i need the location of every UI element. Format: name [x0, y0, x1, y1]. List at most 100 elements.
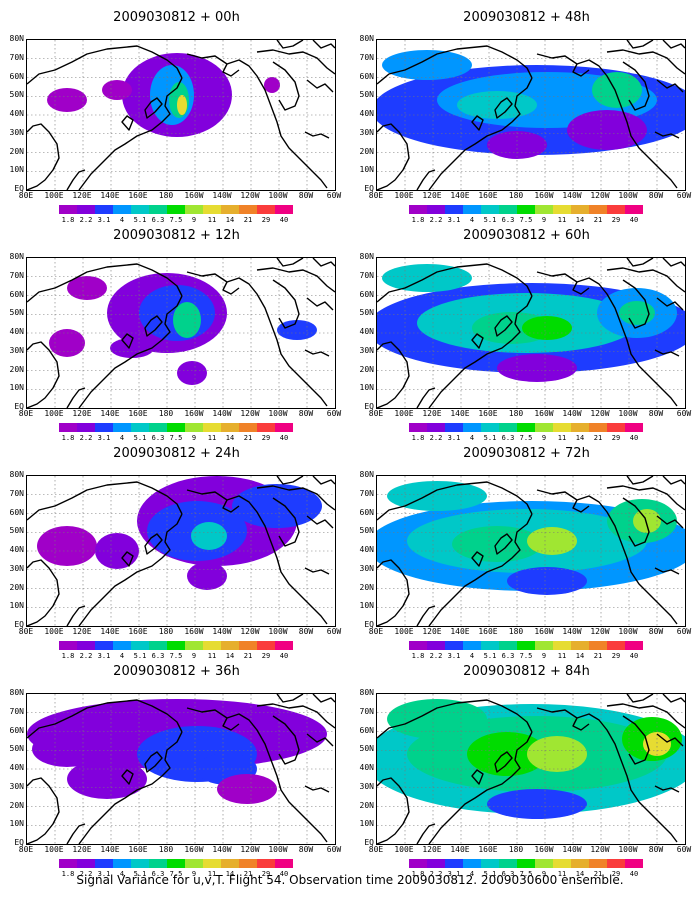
colorbar-label: 7.5 — [169, 870, 183, 878]
latitude-label: 40N — [359, 327, 374, 336]
map-panel: 2009030812 + 72h 80N 70N 60N 50N 40N 30N 20N 10… — [354, 446, 699, 664]
colorbar-swatch — [149, 641, 167, 650]
colorbar-label: 9 — [191, 216, 197, 224]
colorbar-label: 6.3 — [501, 870, 515, 878]
colorbar-label: 1.8 — [61, 652, 75, 660]
longitude-label: 80E — [18, 191, 34, 200]
colorbar-label: 2.2 — [79, 434, 93, 442]
longitude-label: 140W — [562, 627, 582, 636]
colorbar-swatch — [607, 205, 625, 214]
longitude-label: 60W — [676, 409, 692, 418]
map-canvas — [27, 476, 335, 626]
colorbar-label: 3.1 — [447, 652, 461, 660]
latitude-label: 10N — [9, 383, 24, 393]
colorbar-label: 4 — [469, 434, 475, 442]
longitude-label: 80W — [298, 845, 314, 854]
colorbar-swatch — [113, 641, 131, 650]
colorbar-swatch — [113, 205, 131, 214]
latitude-label: 10N — [359, 165, 374, 175]
longitude-label: 60W — [676, 191, 692, 200]
colorbar-label: 2.2 — [79, 216, 93, 224]
colorbar — [59, 859, 293, 868]
longitude-label: 140E — [100, 409, 120, 418]
colorbar-label: 29 — [261, 870, 271, 878]
colorbar-swatch — [257, 641, 275, 650]
colorbar-label: 11 — [207, 870, 217, 878]
longitude-label: 100W — [268, 409, 288, 418]
colorbar-swatch — [427, 423, 445, 432]
longitude-label: 120W — [590, 409, 610, 418]
longitude-label: 160E — [478, 191, 498, 200]
colorbar-swatch — [95, 641, 113, 650]
longitude-label: 140E — [100, 845, 120, 854]
colorbar-label: 1.8 — [411, 652, 425, 660]
latitude-label: EQ — [364, 838, 374, 847]
longitude-label: 120E — [72, 627, 92, 636]
longitude-label: 180 — [508, 627, 524, 636]
colorbar-swatch — [185, 859, 203, 868]
latitude-label: 30N — [9, 345, 24, 355]
longitude-label: 160E — [128, 409, 148, 418]
colorbar-label: 5.1 — [483, 216, 497, 224]
longitude-label: 160W — [534, 191, 554, 200]
longitude-label: 160E — [128, 191, 148, 200]
variance-contour — [32, 731, 102, 767]
colorbar-label: 21 — [243, 434, 253, 442]
colorbar-label: 40 — [279, 434, 289, 442]
colorbar-label: 4 — [119, 216, 125, 224]
latitude-label: EQ — [14, 620, 24, 629]
colorbar-label: 14 — [225, 652, 235, 660]
longitude-label: 100E — [394, 191, 414, 200]
colorbar-label: 3.1 — [97, 216, 111, 224]
colorbar-swatch — [625, 859, 643, 868]
colorbar-label: 6.3 — [151, 434, 165, 442]
longitude-label: 80W — [298, 627, 314, 636]
latitude-label: 80N — [359, 688, 374, 697]
colorbar-label: 40 — [629, 434, 639, 442]
variance-map — [376, 475, 686, 627]
latitude-label: 40N — [9, 763, 24, 772]
longitude-label: 80E — [368, 191, 384, 200]
longitude-label: 100E — [394, 845, 414, 854]
colorbar-swatch — [445, 641, 463, 650]
colorbar-label: 40 — [279, 216, 289, 224]
colorbar-label: 7.5 — [519, 216, 533, 224]
longitude-label: 140E — [100, 627, 120, 636]
colorbar-label: 14 — [225, 434, 235, 442]
latitude-label: 60N — [9, 71, 24, 81]
longitude-label: 160W — [184, 191, 204, 200]
colorbar-swatch — [203, 423, 221, 432]
colorbar-swatch — [589, 423, 607, 432]
longitude-label: 180 — [158, 627, 174, 636]
colorbar-swatch — [607, 641, 625, 650]
latitude-label: 80N — [359, 470, 374, 479]
longitude-label: 160E — [128, 845, 148, 854]
colorbar-swatch — [409, 205, 427, 214]
variance-contour — [95, 533, 139, 569]
latitude-label: 20N — [359, 146, 374, 156]
colorbar-label: 40 — [279, 652, 289, 660]
colorbar-label: 14 — [575, 216, 585, 224]
variance-contour — [47, 88, 87, 112]
colorbar-swatch — [221, 423, 239, 432]
latitude-label: 20N — [9, 146, 24, 156]
variance-map — [376, 257, 686, 409]
longitude-label: 100E — [44, 627, 64, 636]
colorbar-swatch — [185, 423, 203, 432]
colorbar-label: 2.2 — [79, 870, 93, 878]
longitude-label: 100W — [268, 845, 288, 854]
longitude-label: 80W — [298, 191, 314, 200]
colorbar-swatch — [131, 205, 149, 214]
latitude-label: 30N — [359, 781, 374, 791]
latitude-label: 50N — [9, 744, 24, 754]
variance-contour — [619, 301, 655, 325]
colorbar-swatch — [409, 423, 427, 432]
colorbar-swatch — [149, 205, 167, 214]
latitude-label: 10N — [9, 819, 24, 829]
latitude-label: 40N — [359, 763, 374, 772]
longitude-label: 80W — [648, 191, 664, 200]
colorbar-label: 7.5 — [169, 652, 183, 660]
colorbar-swatch — [275, 859, 293, 868]
map-canvas — [377, 694, 685, 844]
longitude-label: 120E — [422, 191, 442, 200]
